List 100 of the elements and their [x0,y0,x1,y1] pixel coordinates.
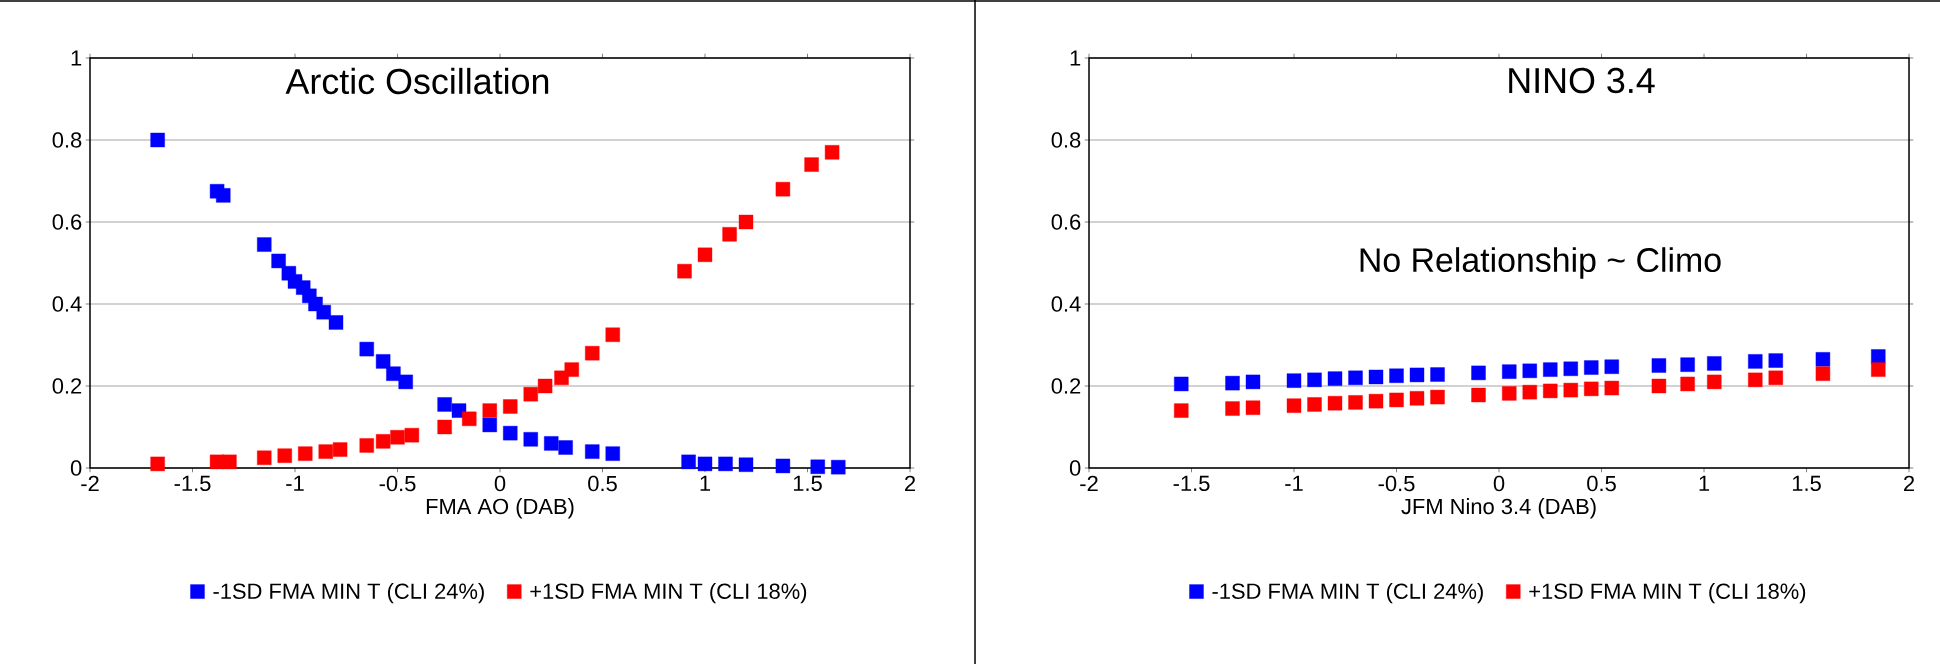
point [375,434,391,449]
point [328,315,344,330]
point [1871,349,1886,364]
point [404,428,420,443]
point [482,417,497,433]
point [1502,364,1517,379]
point [398,374,413,390]
point [544,436,559,451]
point [523,387,538,402]
point [738,457,754,472]
point [697,456,713,472]
point [298,446,313,461]
point [1471,365,1486,381]
point [1522,363,1537,379]
y-tick-label: 1 [71,50,82,66]
point [824,145,840,160]
point [1522,384,1537,400]
point [1174,403,1189,418]
x-tick-label: 2 [1904,475,1915,492]
point [585,444,600,459]
point [1604,359,1619,374]
x-tick-label: 1 [1699,475,1710,491]
point [1348,370,1363,385]
point [1768,370,1783,385]
legend-label: -1SD FMA MIN T (CLI 24%) [1212,582,1483,604]
point [1707,356,1722,371]
point [1815,366,1831,381]
point [1174,376,1189,392]
point [1327,371,1343,386]
point [1286,398,1302,413]
y-tick-label: 1 [1070,50,1081,66]
point [1707,374,1722,390]
x-tick-label: -2 [81,475,99,492]
point [332,442,348,457]
x-tick-label: 0 [1493,475,1505,492]
point [1245,374,1261,390]
point [1471,387,1486,403]
x-tick-label: -1 [286,475,304,491]
point [1543,362,1558,377]
point [1225,375,1240,391]
point [810,459,825,474]
x-tick-label: -1 [1285,475,1303,491]
x-axis-title: JFM Nino 3.4 (DAB) [1401,498,1596,519]
point [150,456,165,472]
point [503,399,518,414]
point [318,444,333,459]
x-tick-label: -1.5 [1173,475,1210,492]
point [1563,382,1578,398]
point [738,214,754,230]
point [1389,368,1404,383]
point [1368,369,1384,385]
point [257,450,272,465]
point [1584,381,1599,397]
point [605,446,620,461]
point [1368,393,1384,409]
point [804,157,819,172]
point [359,341,374,357]
point [1543,383,1558,399]
point [775,458,791,474]
point [1409,391,1425,406]
point [1307,397,1322,412]
point [482,403,497,418]
point [257,237,272,252]
x-tick-label: 1.5 [1792,475,1821,492]
x-axis-title: FMA AO (DAB) [426,498,574,519]
point [1225,401,1240,416]
y-tick-label: 0 [70,460,82,476]
point [1604,380,1619,396]
point [359,438,374,453]
point [1768,353,1783,368]
x-tick-label: -2 [1080,475,1098,492]
y-tick-label: 0.4 [52,296,82,312]
point [1245,400,1261,415]
point [316,305,331,320]
point [564,362,579,377]
x-tick-label: -0.5 [1378,475,1415,492]
point [677,264,692,279]
point [1307,372,1322,388]
point [558,440,573,455]
legend-label: -1SD FMA MIN T (CLI 24%) [213,582,484,604]
point [390,430,405,445]
x-tick-label: 0.5 [1587,475,1616,492]
chart-title: NINO 3.4 [1509,67,1655,94]
point [1680,357,1695,372]
point [1389,392,1404,408]
legend-label: +1SD FMA MIN T (CLI 18%) [1529,582,1806,604]
point [537,378,553,394]
x-tick-label: -1.5 [174,475,211,492]
annotation: No Relationship ~ Climo [1360,247,1721,279]
x-tick-label: -0.5 [379,475,416,492]
x-tick-label: 0.5 [588,475,617,492]
point [722,227,737,242]
point [437,397,452,412]
point [271,253,286,269]
y-tick-label: 0.2 [52,378,82,394]
x-tick-label: 0 [494,475,506,492]
point [605,327,620,342]
point [277,448,292,463]
y-tick-label: 0.8 [1051,132,1081,148]
point [437,419,452,435]
